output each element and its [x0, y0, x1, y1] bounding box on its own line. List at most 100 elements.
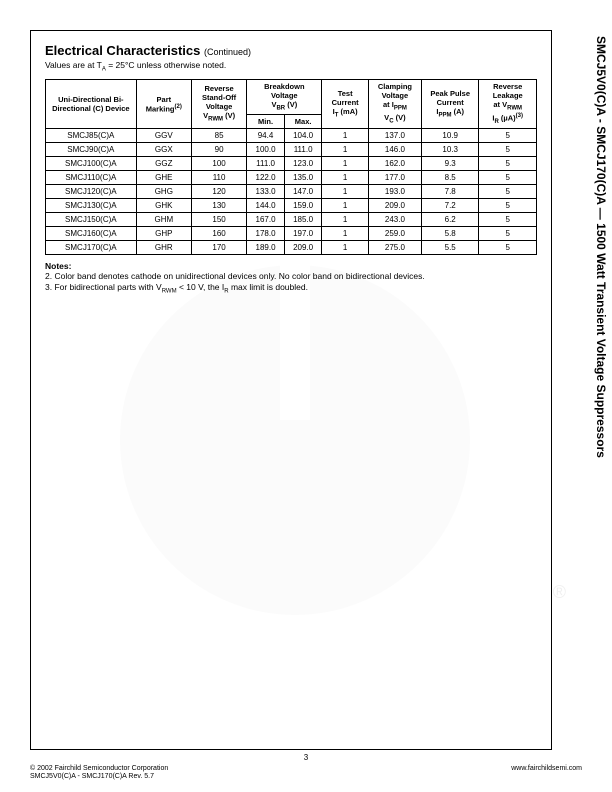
cell-vrwm: 130 [191, 199, 246, 213]
th-part-marking: Part Marking(2) [136, 79, 191, 129]
cell-device: SMCJ100(C)A [46, 157, 137, 171]
cell-vrwm: 90 [191, 143, 246, 157]
table-row: SMCJ160(C)AGHP160178.0197.01259.05.85 [46, 227, 537, 241]
cell-max: 197.0 [284, 227, 322, 241]
cell-ir: 5 [479, 143, 537, 157]
th-vrwm-sub: RWM [208, 117, 223, 123]
table-row: SMCJ130(C)AGHK130144.0159.01209.07.25 [46, 199, 537, 213]
th-vbr-sub: BR [276, 105, 285, 111]
cell-max: 104.0 [284, 129, 322, 143]
values-note-prefix: Values are at T [45, 60, 102, 70]
cell-min: 100.0 [247, 143, 285, 157]
th-device: Uni-Directional Bi-Directional (C) Devic… [46, 79, 137, 129]
cell-ir: 5 [479, 157, 537, 171]
registered-mark: ® [553, 582, 566, 603]
cell-part: GGX [136, 143, 191, 157]
th-ippm-sub: PPM [438, 112, 451, 118]
cell-min: 167.0 [247, 213, 285, 227]
cell-vrwm: 150 [191, 213, 246, 227]
th-vrwm-unit: (V) [223, 111, 235, 120]
cell-max: 135.0 [284, 171, 322, 185]
cell-ir: 5 [479, 199, 537, 213]
th-ippm-unit: (A) [451, 107, 464, 116]
cell-max: 123.0 [284, 157, 322, 171]
note-2: 2. Color band denotes cathode on unidire… [45, 271, 537, 282]
th-ir-l1: Reverse Leakage [493, 82, 523, 100]
cell-part: GGV [136, 129, 191, 143]
th-vc-unit: (V) [394, 113, 406, 122]
th-vc-l1: Clamping Voltage [378, 82, 412, 100]
th-max: Max. [284, 115, 322, 129]
cell-it: 1 [322, 143, 368, 157]
cell-min: 122.0 [247, 171, 285, 185]
cell-vrwm: 100 [191, 157, 246, 171]
note-3-suffix: max limit is doubled. [229, 282, 308, 292]
cell-ir: 5 [479, 129, 537, 143]
cell-device: SMCJ170(C)A [46, 241, 137, 255]
page-footer: 3 © 2002 Fairchild Semiconductor Corpora… [30, 765, 582, 780]
section-title-text: Electrical Characteristics [45, 43, 200, 58]
footer-url: www.fairchildsemi.com [511, 765, 582, 772]
cell-device: SMCJ130(C)A [46, 199, 137, 213]
table-row: SMCJ85(C)AGGV8594.4104.01137.010.95 [46, 129, 537, 143]
characteristics-table: Uni-Directional Bi-Directional (C) Devic… [45, 79, 537, 256]
note-3-prefix: 3. For bidirectional parts with V [45, 282, 162, 292]
cell-min: 94.4 [247, 129, 285, 143]
table-row: SMCJ110(C)AGHE110122.0135.01177.08.55 [46, 171, 537, 185]
note-3: 3. For bidirectional parts with VRWM < 1… [45, 282, 537, 296]
cell-it: 1 [322, 199, 368, 213]
th-min: Min. [247, 115, 285, 129]
th-part-marking-label: Part Marking [146, 95, 175, 114]
cell-it: 1 [322, 227, 368, 241]
cell-it: 1 [322, 129, 368, 143]
table-row: SMCJ150(C)AGHM150167.0185.01243.06.25 [46, 213, 537, 227]
cell-vrwm: 120 [191, 185, 246, 199]
cell-ippm: 9.3 [421, 157, 479, 171]
cell-max: 185.0 [284, 213, 322, 227]
th-ir-unit: (µA) [499, 113, 516, 122]
cell-ir: 5 [479, 227, 537, 241]
page-number: 3 [30, 753, 582, 762]
cell-ir: 5 [479, 171, 537, 185]
section-continued: (Continued) [204, 47, 251, 57]
note-3-sub1: RWM [162, 289, 177, 295]
cell-it: 1 [322, 171, 368, 185]
th-vc: Clamping Voltage at IPPM VC (V) [368, 79, 421, 129]
cell-vc: 146.0 [368, 143, 421, 157]
cell-device: SMCJ110(C)A [46, 171, 137, 185]
th-vc-l2: at I [383, 100, 394, 109]
cell-vrwm: 170 [191, 241, 246, 255]
cell-device: SMCJ160(C)A [46, 227, 137, 241]
th-ir-l2: at V [493, 100, 507, 109]
table-body: SMCJ85(C)AGGV8594.4104.01137.010.95SMCJ9… [46, 129, 537, 255]
cell-device: SMCJ90(C)A [46, 143, 137, 157]
th-ippm: Peak Pulse Current IPPM (A) [421, 79, 479, 129]
cell-ippm: 10.3 [421, 143, 479, 157]
cell-device: SMCJ120(C)A [46, 185, 137, 199]
cell-ippm: 5.8 [421, 227, 479, 241]
th-ir-sub1: RWM [507, 106, 522, 112]
cell-vc: 193.0 [368, 185, 421, 199]
note-3-mid: < 10 V, the I [177, 282, 225, 292]
cell-ippm: 7.2 [421, 199, 479, 213]
cell-vrwm: 110 [191, 171, 246, 185]
th-it-l1: Test Current [332, 89, 359, 107]
cell-max: 159.0 [284, 199, 322, 213]
cell-vc: 177.0 [368, 171, 421, 185]
cell-part: GHR [136, 241, 191, 255]
cell-part: GHP [136, 227, 191, 241]
cell-vc: 137.0 [368, 129, 421, 143]
cell-min: 144.0 [247, 199, 285, 213]
th-part-marking-sup: (2) [175, 104, 182, 110]
cell-it: 1 [322, 157, 368, 171]
cell-it: 1 [322, 213, 368, 227]
cell-max: 111.0 [284, 143, 322, 157]
footer-rev: SMCJ5V0(C)A - SMCJ170(C)A Rev. 5.7 [30, 773, 582, 780]
table-row: SMCJ170(C)AGHR170189.0209.01275.05.55 [46, 241, 537, 255]
cell-it: 1 [322, 185, 368, 199]
cell-min: 111.0 [247, 157, 285, 171]
table-row: SMCJ90(C)AGGX90100.0111.01146.010.35 [46, 143, 537, 157]
cell-ir: 5 [479, 213, 537, 227]
cell-max: 209.0 [284, 241, 322, 255]
cell-ippm: 5.5 [421, 241, 479, 255]
